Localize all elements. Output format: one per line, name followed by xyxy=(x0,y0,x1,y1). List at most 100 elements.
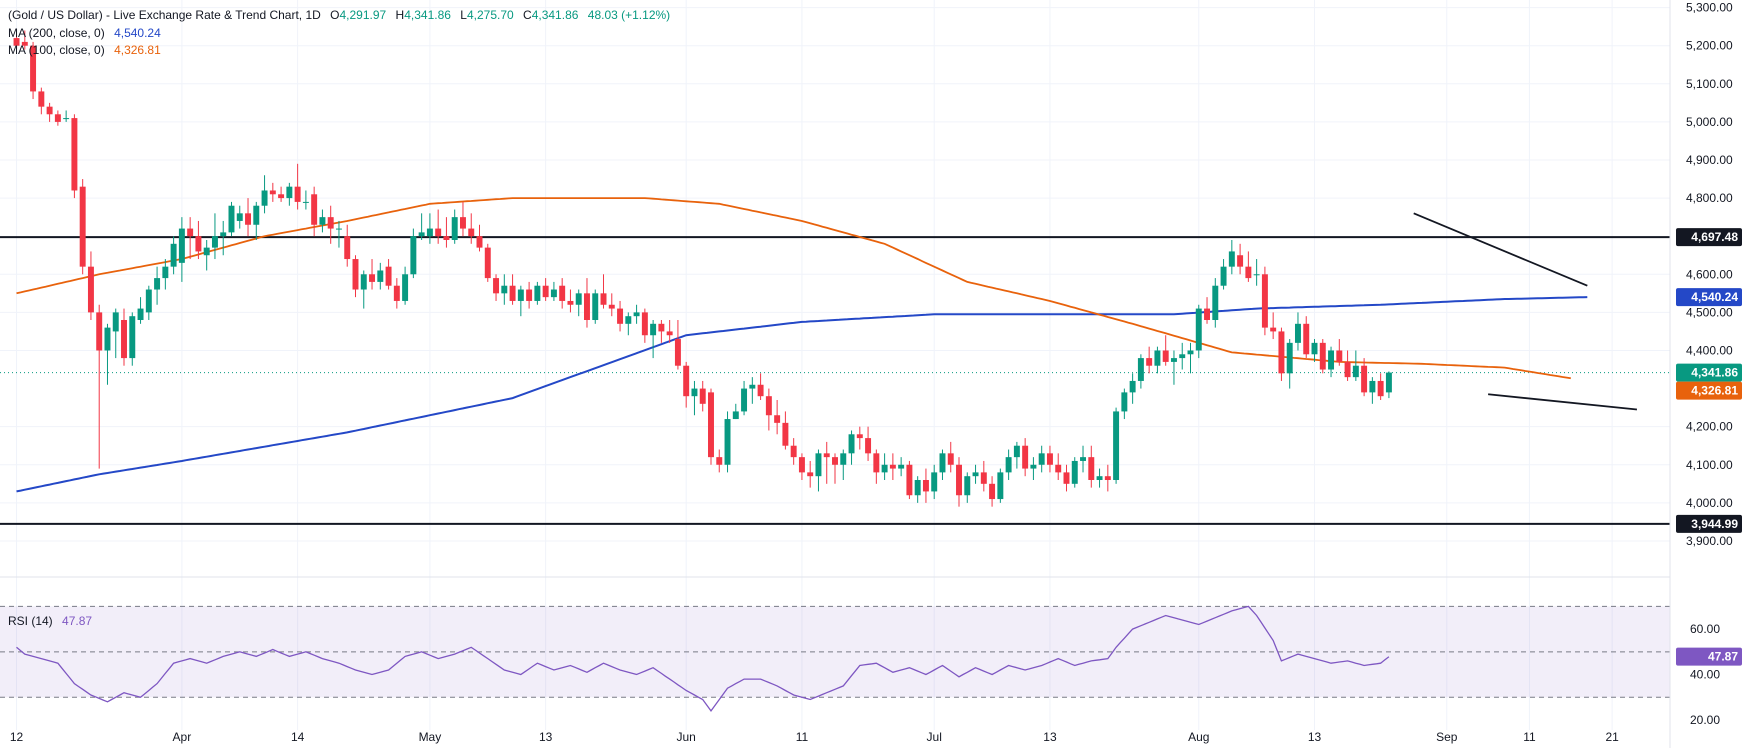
candle-body xyxy=(542,285,549,298)
candle-up xyxy=(418,213,425,240)
candle-body xyxy=(393,285,400,301)
time-tick-label: 12 xyxy=(10,730,24,744)
ma100-badge-box xyxy=(1676,381,1742,400)
rsi-badge-text: 47.87 xyxy=(1708,650,1738,664)
candle-down xyxy=(1303,316,1310,359)
candle-down xyxy=(1319,339,1326,374)
time-tick-label: 13 xyxy=(539,730,553,744)
candle-body xyxy=(30,45,37,92)
candle-body xyxy=(79,186,86,267)
candle-body xyxy=(575,293,582,305)
candle-down xyxy=(774,400,781,435)
candle-body xyxy=(1096,476,1103,480)
candle-body xyxy=(402,274,409,301)
last-price-badge-text: 4,341.86 xyxy=(1691,366,1738,380)
rsi-tick-label: 40.00 xyxy=(1690,668,1720,682)
candle-down xyxy=(13,34,20,50)
candle-body xyxy=(319,217,326,225)
open-label: O xyxy=(330,8,340,22)
candle-body xyxy=(13,38,20,46)
candle-down xyxy=(856,426,863,450)
candle-down xyxy=(699,380,706,412)
candle-body xyxy=(137,308,144,320)
candle-body xyxy=(774,415,781,423)
price-tick-label: 5,200.00 xyxy=(1686,39,1733,53)
ma100-legend[interactable]: MA (100, close, 0) 4,326.81 xyxy=(8,43,167,57)
candle-down xyxy=(71,114,78,199)
candle-up xyxy=(592,289,599,324)
price-tick-label: 5,300.00 xyxy=(1686,1,1733,15)
candle-up xyxy=(633,304,640,324)
candle-down xyxy=(658,320,665,343)
candle-up xyxy=(1005,449,1012,480)
candle-body xyxy=(666,331,673,336)
candle-down xyxy=(1270,312,1277,340)
candle-body xyxy=(848,434,855,454)
candle-down xyxy=(708,388,714,465)
candle-body xyxy=(881,464,888,473)
candle-down xyxy=(187,217,194,260)
candle-body xyxy=(187,228,194,237)
candle-body xyxy=(1121,392,1128,412)
candlesticks xyxy=(13,30,1392,507)
candle-body xyxy=(154,278,161,290)
candle-body xyxy=(708,392,714,458)
candle-body xyxy=(1352,365,1359,378)
candle-body xyxy=(1319,342,1326,370)
candle-body xyxy=(947,453,954,465)
candle-body xyxy=(1055,464,1062,473)
candle-body xyxy=(377,270,384,282)
candle-down xyxy=(1204,297,1211,324)
candle-down xyxy=(294,163,301,210)
candle-body xyxy=(1063,472,1070,484)
ma200-value: 4,540.24 xyxy=(114,26,161,40)
ma200-legend[interactable]: MA (200, close, 0) 4,540.24 xyxy=(8,26,167,40)
candle-down xyxy=(832,453,838,484)
ma200-badge-box xyxy=(1676,288,1742,307)
support-badge-box xyxy=(1676,514,1742,533)
candle-down xyxy=(798,453,805,480)
candle-body xyxy=(1030,464,1037,469)
candle-down xyxy=(980,460,987,492)
candle-body xyxy=(972,472,979,477)
candle-body xyxy=(600,293,607,305)
support-badge-text: 3,944.99 xyxy=(1691,517,1738,531)
candle-down xyxy=(666,320,673,343)
candle-body xyxy=(112,312,119,332)
candle-up xyxy=(426,213,433,244)
candle-up xyxy=(964,472,971,503)
candle-down xyxy=(1361,358,1368,397)
candle-body xyxy=(1088,457,1095,480)
candle-down xyxy=(1104,464,1111,492)
candle-body xyxy=(501,285,508,294)
ma100-badge: 4,326.81 xyxy=(1676,381,1742,400)
rsi-pane xyxy=(0,576,1746,713)
candle-body xyxy=(476,236,483,248)
candle-up xyxy=(220,220,227,256)
candle-down xyxy=(823,441,830,484)
candle-body xyxy=(211,236,218,248)
candle-body xyxy=(21,41,28,46)
candle-body xyxy=(178,228,185,263)
time-tick-label: Aug xyxy=(1188,730,1209,744)
candle-body xyxy=(1179,354,1186,359)
candle-body xyxy=(691,388,698,397)
ma200-line xyxy=(16,296,1588,493)
candle-down xyxy=(476,224,483,252)
candle-up xyxy=(724,411,731,473)
candle-down xyxy=(369,259,376,290)
price-tick-label: 4,100.00 xyxy=(1686,458,1733,472)
candle-body xyxy=(1270,327,1277,332)
candle-down xyxy=(54,110,61,126)
candle-down xyxy=(311,186,318,237)
candle-body xyxy=(426,228,433,237)
candle-body xyxy=(278,194,285,199)
candle-body xyxy=(236,213,243,221)
candle-body xyxy=(468,228,475,237)
candle-down xyxy=(1022,438,1029,477)
candle-body xyxy=(418,232,425,237)
candle-body xyxy=(1344,361,1351,378)
candle-up xyxy=(162,259,169,290)
rsi-legend[interactable]: RSI (14) 47.87 xyxy=(8,614,98,628)
